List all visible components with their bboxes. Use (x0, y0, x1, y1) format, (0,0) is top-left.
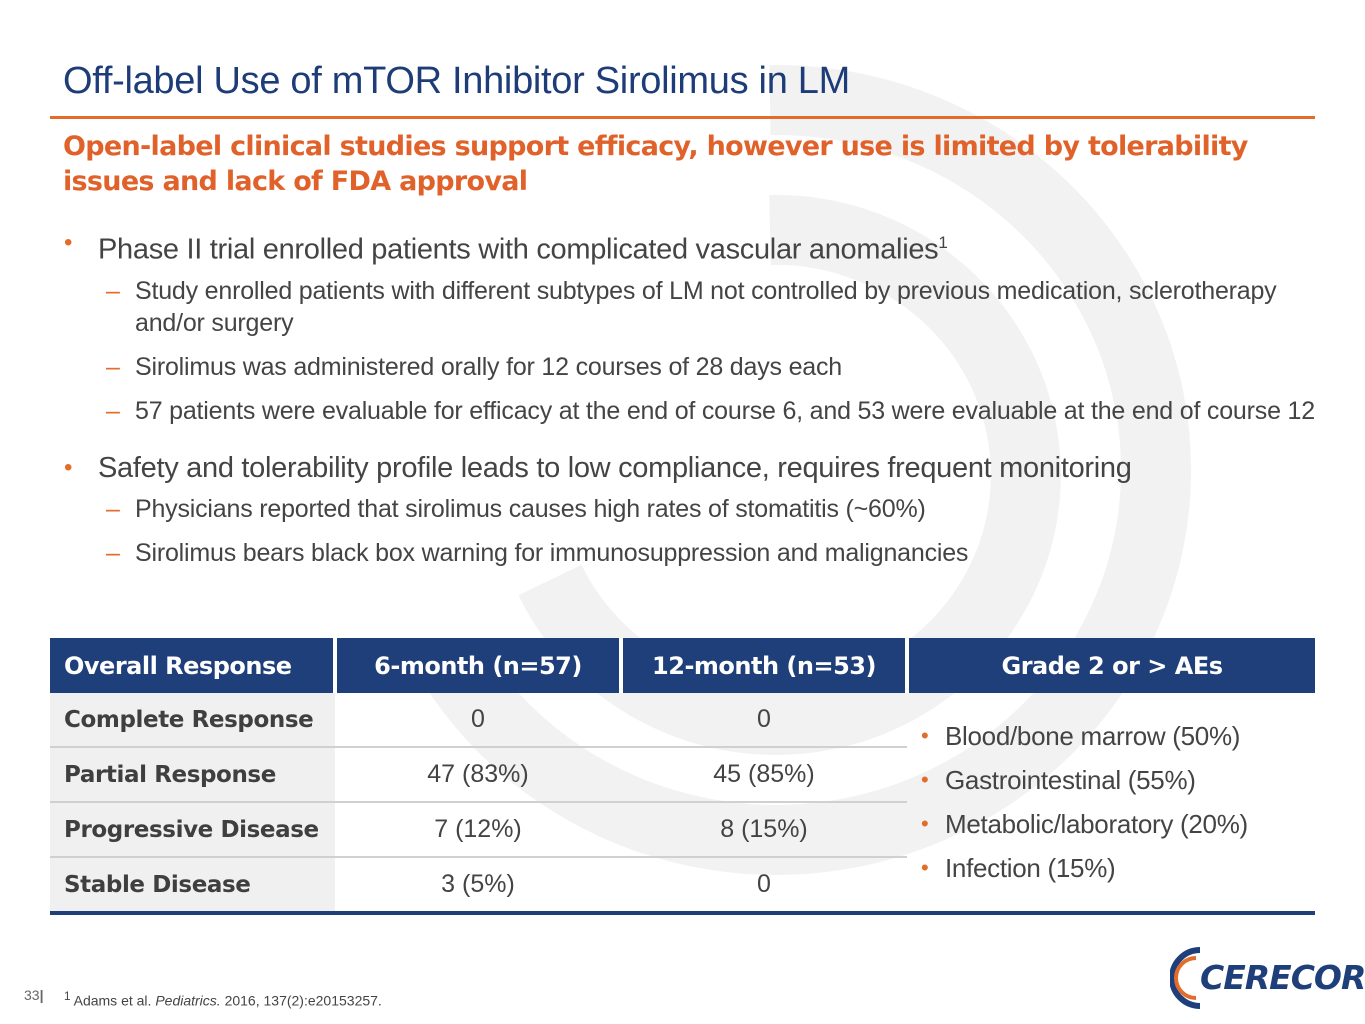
cell-12-month: 0 (621, 693, 907, 748)
cell-12-month: 0 (621, 857, 907, 915)
aes-text: Gastrointestinal (55%) (945, 765, 1196, 795)
bullet-dot-icon: • (921, 811, 929, 836)
cerecor-logo-icon (1170, 947, 1201, 1009)
table-header-6-month: 6-month (n=57) (333, 638, 621, 693)
table-row: Complete Response 0 0 • Blood/bone marrow… (50, 693, 1315, 915)
bullet-dot-icon: • (64, 453, 73, 481)
sub-bullet-item: – Physicians reported that sirolimus cau… (60, 493, 1330, 525)
bullet-dot-icon: • (921, 855, 929, 880)
aes-cell: • Blood/bone marrow (50%) • Gastrointestin… (907, 693, 1315, 915)
sub-bullet-item: – Study enrolled patients with different… (60, 275, 1330, 339)
bullet-dot-icon: • (64, 229, 73, 256)
sub-bullet-text: Sirolimus was administered orally for 12… (135, 352, 842, 381)
dash-icon: – (106, 538, 120, 567)
footnote-citation: 2016, 137(2):e20153257. (224, 992, 382, 1009)
aes-text: Infection (15%) (945, 853, 1116, 883)
table-header-overall-response: Overall Response (50, 638, 335, 693)
aes-text: Metabolic/laboratory (20%) (945, 809, 1248, 839)
bullet-item: • Phase II trial enrolled patients with … (60, 224, 1330, 269)
cell-6-month: 47 (83%) (335, 747, 621, 803)
bullet-list: • Phase II trial enrolled patients with … (60, 224, 1330, 569)
footnote: 1 Adams et al. Pediatrics. 2016, 137(2):… (64, 990, 382, 1009)
sub-bullet-item: – Sirolimus was administered orally for … (60, 351, 1330, 383)
table-header-grade2-aes: Grade 2 or > AEs (905, 638, 1315, 693)
title-divider (50, 116, 1315, 119)
footnote-marker: 1 (64, 990, 71, 1003)
sub-bullet-text: Sirolimus bears black box warning for im… (135, 538, 969, 567)
cell-12-month: 45 (85%) (621, 747, 907, 803)
bullet-item: • Safety and tolerability profile leads … (60, 449, 1330, 487)
bullet-dot-icon: • (921, 767, 929, 792)
cell-6-month: 3 (5%) (335, 857, 621, 915)
sub-bullet-item: – Sirolimus bears black box warning for … (60, 537, 1330, 569)
sub-bullet-item: – 57 patients were evaluable for efficac… (60, 395, 1330, 427)
sub-bullet-text: Study enrolled patients with different s… (135, 276, 1277, 337)
slide-subtitle: Open-label clinical studies support effi… (63, 131, 1248, 197)
dash-icon: – (106, 396, 120, 425)
cell-12-month: 8 (15%) (621, 802, 907, 858)
sub-bullet-text: 57 patients were evaluable for efficacy … (135, 396, 1315, 425)
dash-icon: – (106, 352, 120, 381)
dash-icon: – (106, 494, 120, 523)
row-label: Progressive Disease (50, 802, 335, 858)
row-label: Complete Response (50, 693, 335, 748)
bullet-text: Phase II trial enrolled patients with co… (98, 233, 939, 266)
footnote-authors: Adams et al. (73, 992, 152, 1009)
row-label: Partial Response (50, 747, 335, 803)
dash-icon: – (106, 276, 120, 305)
company-logo-text: CERECOR (1200, 958, 1365, 997)
cell-6-month: 0 (335, 693, 621, 748)
bullet-text: Safety and tolerability profile leads to… (98, 451, 1132, 484)
table-row: Progressive Disease 7 (12%) 8 (15%) (50, 802, 1315, 858)
aes-list-item: • Blood/bone marrow (50%) (919, 714, 1315, 758)
sub-bullet-text: Physicians reported that sirolimus cause… (135, 494, 926, 523)
slide-title: Off-label Use of mTOR Inhibitor Sirolimu… (63, 60, 850, 102)
page-number: 33| (24, 987, 44, 1003)
aes-list-item: • Gastrointestinal (55%) (919, 758, 1315, 802)
response-table: Overall Response 6-month (n=57) 12-month… (50, 638, 1315, 915)
bullet-dot-icon: • (921, 723, 929, 748)
cell-6-month: 7 (12%) (335, 802, 621, 858)
aes-list-item: • Infection (15%) (919, 846, 1315, 890)
footnote-ref: 1 (938, 233, 948, 252)
table-row: Stable Disease 3 (5%) 0 (50, 857, 1315, 915)
aes-list-item: • Metabolic/laboratory (20%) (919, 802, 1315, 846)
footnote-journal: Pediatrics. (155, 992, 221, 1009)
row-label: Stable Disease (50, 857, 335, 915)
table-row: Partial Response 47 (83%) 45 (85%) (50, 747, 1315, 803)
aes-text: Blood/bone marrow (50%) (945, 721, 1241, 751)
table-header-12-month: 12-month (n=53) (619, 638, 907, 693)
